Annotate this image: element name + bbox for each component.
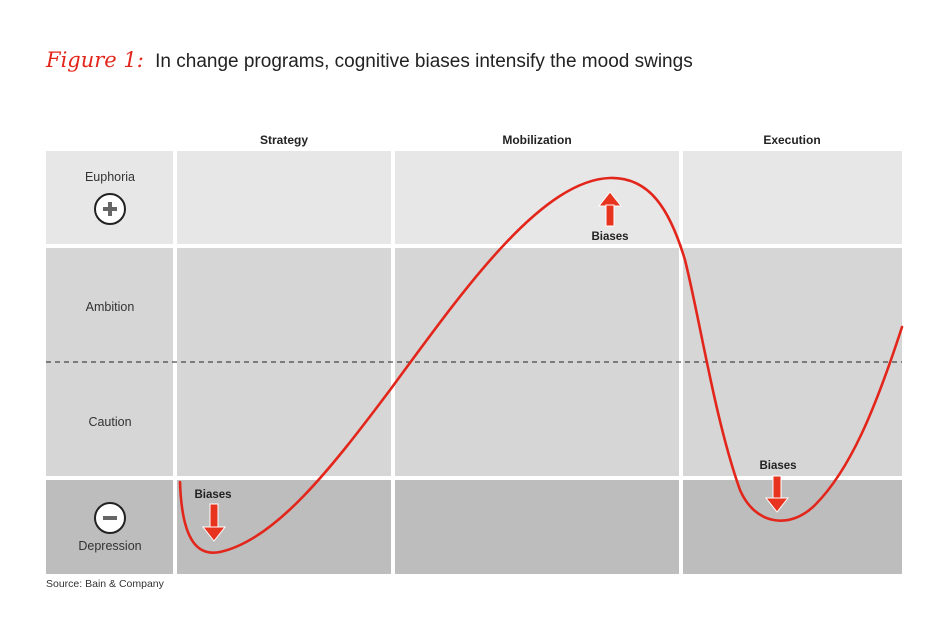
mood-curve bbox=[178, 176, 904, 554]
mood-label-ambition: Ambition bbox=[86, 300, 135, 314]
figure-title: Figure 1: In change programs, cognitive … bbox=[46, 48, 693, 73]
plus-circle-icon bbox=[94, 193, 126, 225]
bias-label-strategy: Biases bbox=[194, 489, 231, 501]
bias-label-execution: Biases bbox=[759, 460, 796, 472]
figure-caption: In change programs, cognitive biases int… bbox=[155, 51, 693, 72]
bias-arrow-execution-down-icon bbox=[764, 475, 790, 513]
cell-euphoria-mobilization bbox=[395, 151, 679, 244]
minus-circle-icon bbox=[94, 502, 126, 534]
cell-depression-mobilization bbox=[395, 480, 679, 574]
figure-prefix: Figure 1: bbox=[46, 48, 144, 72]
source-note: Source: Bain & Company bbox=[46, 578, 164, 590]
cell-depression-execution bbox=[683, 480, 902, 574]
phase-header-mobilization: Mobilization bbox=[502, 133, 571, 147]
bias-label-mobilization: Biases bbox=[591, 231, 628, 243]
cell-euphoria-execution bbox=[683, 151, 902, 244]
cell-euphoria-strategy bbox=[177, 151, 391, 244]
mood-label-euphoria: Euphoria bbox=[85, 170, 135, 184]
band-grid bbox=[46, 151, 902, 574]
mood-label-caution: Caution bbox=[88, 415, 131, 429]
bias-arrow-strategy-down-icon bbox=[201, 503, 227, 542]
bias-arrow-mobilization-up-icon bbox=[597, 191, 623, 227]
phase-header-strategy: Strategy bbox=[260, 133, 308, 147]
mood-label-depression: Depression bbox=[78, 539, 141, 553]
phase-header-execution: Execution bbox=[763, 133, 820, 147]
